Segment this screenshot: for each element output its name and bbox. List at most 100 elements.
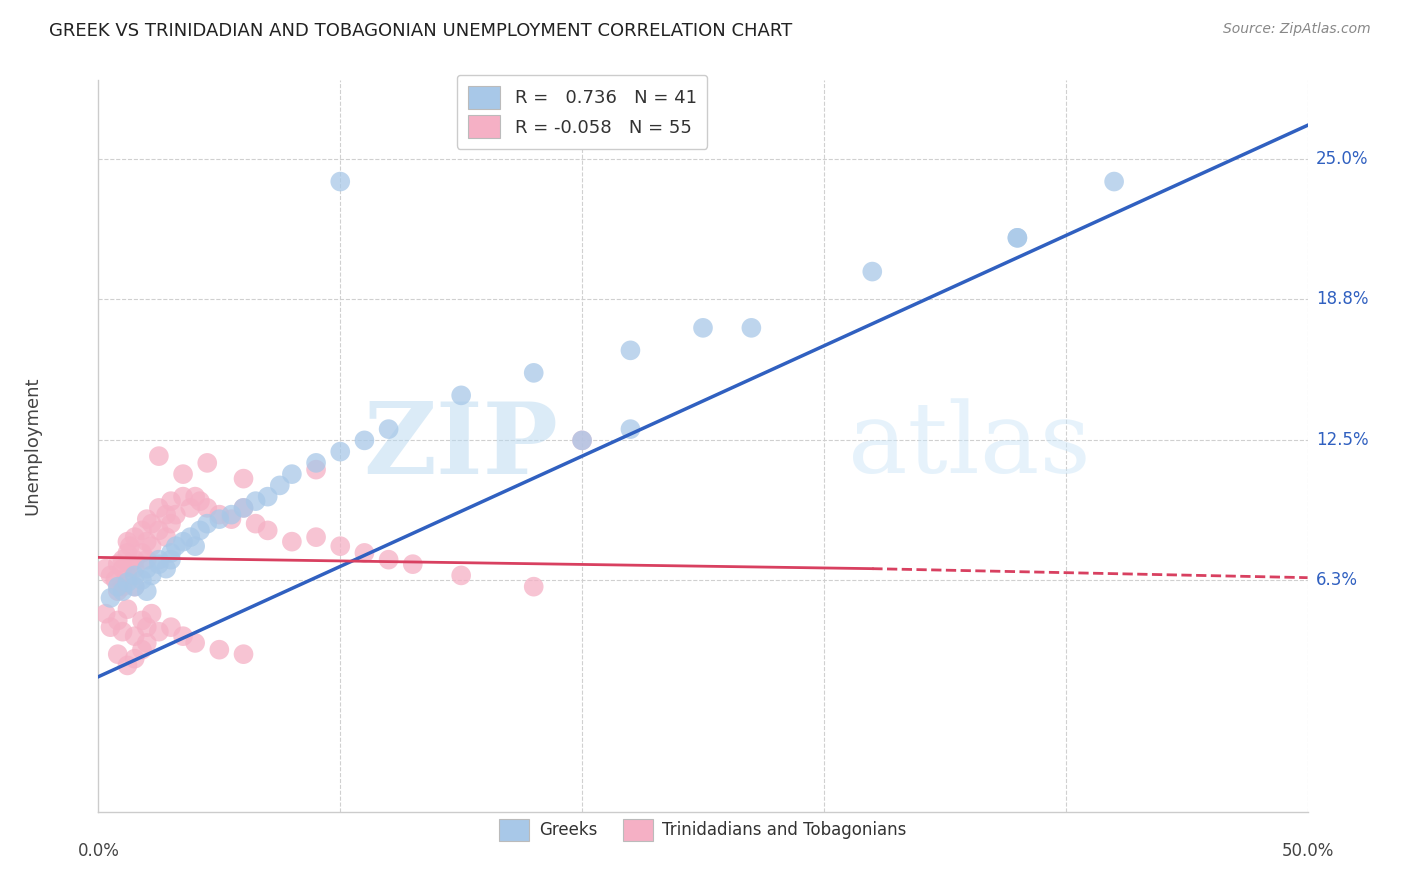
Text: 12.5%: 12.5% (1316, 432, 1368, 450)
Point (118, 557, 141, 571)
Point (131, 642, 153, 657)
Point (860, 264, 883, 278)
Point (107, 557, 129, 571)
Point (281, 467, 304, 482)
Point (107, 584, 129, 599)
Point (1007, 231, 1029, 245)
Point (184, 636, 207, 650)
Point (124, 629, 146, 643)
Point (117, 658, 139, 673)
Point (165, 508, 187, 522)
Point (172, 490, 194, 504)
Point (329, 175, 352, 189)
Point (118, 539, 141, 553)
Text: 25.0%: 25.0% (1316, 150, 1368, 168)
Point (1007, 231, 1029, 245)
Point (195, 500, 218, 515)
Point (141, 568, 163, 582)
Point (195, 456, 218, 470)
Point (148, 557, 170, 571)
Point (104, 573, 127, 587)
Point (208, 508, 231, 522)
Point (523, 580, 546, 594)
Point (256, 490, 278, 504)
Point (100, 620, 122, 634)
Text: atlas: atlas (848, 398, 1091, 494)
Point (141, 539, 163, 553)
Point (135, 620, 157, 634)
Point (450, 388, 472, 402)
Point (111, 624, 134, 639)
Point (131, 546, 153, 560)
Point (107, 580, 129, 594)
Point (141, 516, 163, 531)
Text: 18.8%: 18.8% (1316, 290, 1368, 308)
Point (281, 534, 304, 549)
Point (692, 321, 714, 335)
Point (124, 568, 146, 582)
Point (135, 636, 157, 650)
Point (402, 557, 425, 571)
Point (232, 472, 254, 486)
Point (148, 552, 170, 566)
Point (571, 434, 593, 448)
Point (184, 490, 207, 504)
Point (155, 530, 177, 544)
Point (221, 512, 243, 526)
Point (571, 434, 593, 448)
Point (269, 478, 291, 492)
Text: Unemployment: Unemployment (22, 376, 41, 516)
Text: GREEK VS TRINIDADIAN AND TOBAGONIAN UNEMPLOYMENT CORRELATION CHART: GREEK VS TRINIDADIAN AND TOBAGONIAN UNEM… (49, 22, 793, 40)
Point (155, 508, 177, 522)
Point (188, 494, 211, 508)
Point (107, 614, 129, 628)
Point (232, 500, 254, 515)
Point (179, 500, 201, 515)
Point (184, 539, 207, 553)
Point (232, 500, 254, 515)
Point (141, 607, 163, 621)
Point (450, 568, 472, 582)
Point (135, 512, 157, 526)
Point (131, 524, 153, 538)
Point (377, 422, 399, 436)
Point (172, 629, 194, 643)
Point (131, 573, 153, 587)
Point (117, 575, 139, 590)
Point (131, 614, 153, 628)
Point (155, 562, 177, 576)
Point (329, 444, 352, 458)
Point (245, 494, 267, 508)
Point (135, 562, 157, 576)
Point (305, 462, 328, 476)
Point (124, 562, 146, 576)
Point (377, 552, 399, 566)
Text: 50.0%: 50.0% (1281, 842, 1334, 860)
Point (740, 321, 762, 335)
Point (208, 512, 231, 526)
Point (208, 642, 231, 657)
Point (160, 516, 183, 531)
Point (100, 591, 122, 605)
Point (619, 422, 641, 436)
Point (111, 562, 134, 576)
Point (523, 366, 546, 380)
Point (117, 534, 139, 549)
Point (619, 343, 641, 358)
Point (111, 552, 134, 566)
Point (172, 534, 194, 549)
Point (165, 539, 187, 553)
Point (117, 568, 139, 582)
Point (124, 651, 146, 665)
Point (256, 524, 278, 538)
Point (221, 508, 243, 522)
Point (305, 530, 328, 544)
Point (107, 647, 129, 661)
Point (160, 546, 183, 560)
Text: 6.3%: 6.3% (1316, 571, 1358, 589)
Point (111, 584, 134, 599)
Point (135, 534, 157, 549)
Point (94, 562, 117, 576)
Point (232, 647, 254, 661)
Point (1102, 175, 1125, 189)
